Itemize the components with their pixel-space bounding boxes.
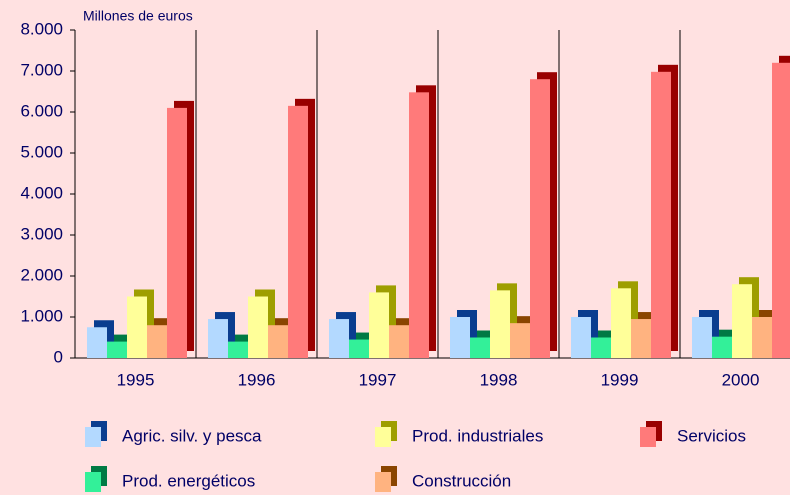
bar <box>228 341 248 358</box>
bar <box>651 71 671 358</box>
x-tick-label: 1995 <box>117 370 155 389</box>
y-tick-label: 3.000 <box>20 224 63 243</box>
bar <box>692 317 712 358</box>
bar <box>349 339 369 358</box>
bar <box>752 317 772 358</box>
bar <box>611 288 631 358</box>
bar <box>510 323 530 358</box>
legend-label: Agric. silv. y pesca <box>122 426 262 445</box>
y-tick-label: 6.000 <box>20 101 63 120</box>
legend-swatch <box>85 427 101 447</box>
bar <box>268 325 288 358</box>
bar <box>409 92 429 358</box>
legend-swatch <box>375 472 391 492</box>
bar <box>107 341 127 358</box>
bar <box>369 292 389 358</box>
legend-label: Servicios <box>677 426 746 445</box>
bar <box>208 319 228 358</box>
legend-swatch <box>85 472 101 492</box>
legend-label: Prod. industriales <box>412 426 543 445</box>
bar <box>712 336 732 358</box>
bar <box>591 337 611 358</box>
bar <box>772 62 790 359</box>
bar <box>571 317 591 358</box>
bar <box>490 290 510 358</box>
bar <box>87 327 107 358</box>
bar <box>530 79 550 358</box>
x-tick-label: 1998 <box>480 370 518 389</box>
y-tick-label: 1.000 <box>20 306 63 325</box>
legend-swatch <box>375 427 391 447</box>
bar <box>389 325 409 358</box>
bar <box>147 325 167 358</box>
bar <box>631 319 651 358</box>
x-tick-label: 2000 <box>722 370 760 389</box>
legend-swatch <box>640 427 656 447</box>
bar <box>450 317 470 358</box>
bar <box>167 107 187 359</box>
bar <box>288 105 308 358</box>
bar <box>127 296 147 358</box>
y-tick-label: 5.000 <box>20 142 63 161</box>
x-tick-label: 1999 <box>601 370 639 389</box>
y-axis-label: Millones de euros <box>83 8 193 24</box>
y-tick-label: 7.000 <box>20 60 63 79</box>
x-tick-label: 1996 <box>238 370 276 389</box>
legend-label: Prod. energéticos <box>122 471 255 490</box>
y-tick-label: 4.000 <box>20 183 63 202</box>
bar <box>732 284 752 358</box>
y-tick-label: 0 <box>54 347 63 366</box>
bar <box>329 319 349 358</box>
bar <box>470 337 490 358</box>
bar <box>248 296 268 358</box>
legend-label: Construcción <box>412 471 511 490</box>
y-tick-label: 2.000 <box>20 265 63 284</box>
y-tick-label: 8.000 <box>20 19 63 38</box>
x-tick-label: 1997 <box>359 370 397 389</box>
